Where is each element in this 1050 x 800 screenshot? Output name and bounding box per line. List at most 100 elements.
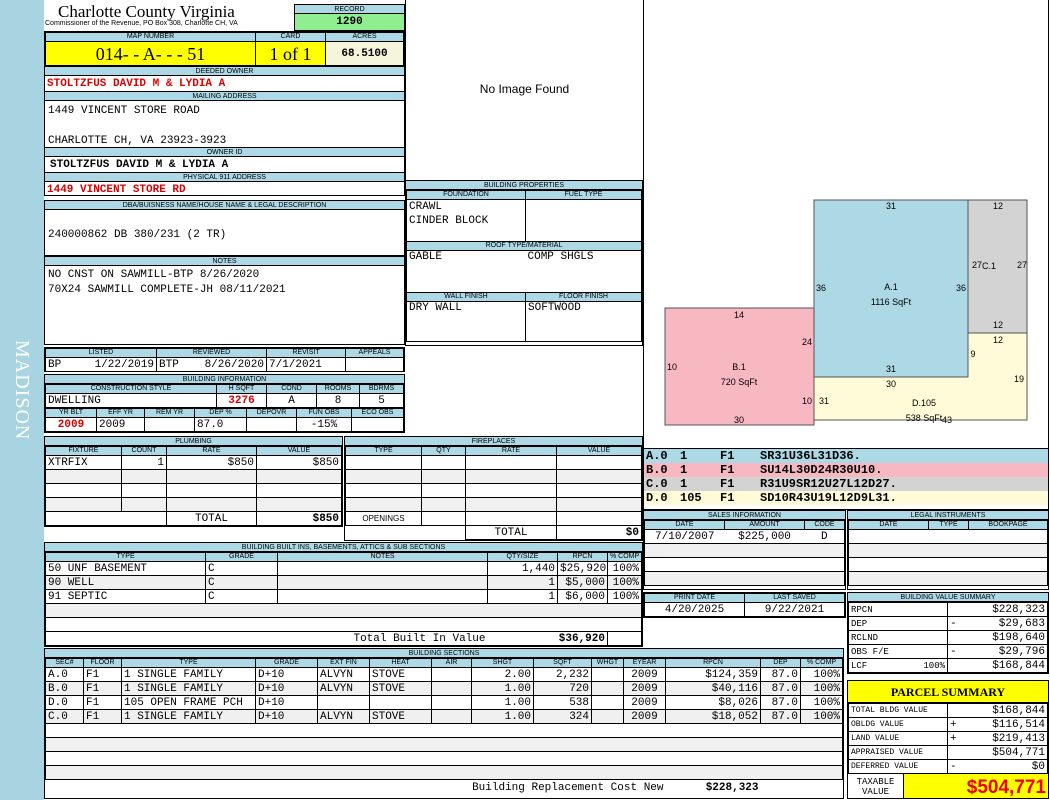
notes-label: NOTES — [45, 257, 404, 266]
section-cell: F1 — [83, 709, 122, 724]
owner-box: DEEDED OWNER STOLTZFUS DAVID M & LYDIA A… — [44, 66, 405, 196]
section-cell: D+10 — [255, 695, 318, 710]
parcel-summary: PARCEL SUMMARY TOTAL BLDG VALUE $168,844 O… — [847, 680, 1049, 799]
wall-finish: DRY WALL — [406, 301, 526, 342]
county-title: Charlotte County Virginia — [58, 2, 235, 21]
bvs-row: RCLND $198,640 — [848, 630, 1048, 645]
parcel-row: TOTAL BLDG VALUE $168,844 — [848, 703, 1048, 718]
fireplace-total: $0 — [556, 525, 642, 540]
section-cell: A.0 — [45, 667, 84, 682]
sketch-codes: A.0 1 F1 SR31U36L31D36. B.0 1 F1 SU14L30D24R30U… — [643, 448, 1049, 510]
section-cell: 1 SINGLE FAMILY — [121, 667, 256, 682]
sketch-label: 36 — [956, 283, 966, 293]
col-header: VALUE — [256, 446, 342, 456]
note-line: NO CNST ON SAWMILL-BTP 8/26/2020 — [48, 269, 260, 281]
bvs-row: DEP - $29,683 — [848, 616, 1048, 631]
sketch-code-cell: 105 — [680, 491, 702, 505]
parcel-item-sign — [947, 703, 964, 718]
builtins-total-label: Total Built In Value — [45, 631, 488, 646]
sketch-label: D.105 — [912, 398, 936, 408]
col-header: BOOKPAGE — [968, 520, 1048, 530]
sales-box: SALES INFORMATION DATE AMOUNT CODE 7/10/20… — [643, 510, 846, 590]
section-cell: STOVE — [369, 667, 432, 682]
col-header: CONSTRUCTION STYLE — [45, 384, 217, 394]
section-cell — [431, 695, 472, 710]
section-cell: 105 OPEN FRAME PCH — [121, 695, 256, 710]
col-header: TYPE — [121, 658, 256, 668]
col-header: SHGT — [471, 658, 534, 668]
col-header: EFF YR — [96, 408, 145, 418]
section-cell — [431, 681, 472, 696]
deeded-owner-label: DEEDED OWNER — [45, 67, 404, 76]
table-row: D.0 F1 105 OPEN FRAME PCH D+10 1.00 538 2009 $8… — [45, 695, 843, 710]
district-label: MADISON — [11, 340, 33, 441]
roof-label: ROOF TYPE/MATERIAL — [406, 241, 642, 251]
col-header: RPCN — [557, 552, 608, 562]
foundation-value: CRAWL — [409, 201, 443, 213]
sketch-label: C.1 — [982, 261, 996, 271]
table-row — [45, 723, 843, 738]
foundation-value: CINDER BLOCK — [409, 215, 489, 227]
sketch-label: 9 — [970, 349, 975, 359]
col-header: ROOMS — [316, 384, 360, 394]
building-info-label: BUILDING INFORMATION — [45, 375, 404, 384]
bvs-item-label: LCF — [851, 660, 868, 671]
col-header: ECO OBS — [351, 408, 404, 418]
section-cell: 87.0 — [760, 667, 801, 682]
col-header: DEP — [760, 658, 801, 668]
sketch-code-cell: F1 — [720, 463, 735, 477]
sketch-label: 30 — [886, 379, 896, 389]
building-properties-label: BUILDING PROPERTIES — [406, 181, 642, 190]
section-cell: 1.00 — [471, 695, 534, 710]
col-header: EXT FIN — [317, 658, 370, 668]
section-cell: 100% — [800, 695, 843, 710]
building-sketch: A.1 1116 SqFt B.1 720 SqFt C.1 D.105 538 SqFt 3… — [664, 199, 1028, 426]
section-cell: 87.0 — [760, 681, 801, 696]
col-header: FUN OBS — [296, 408, 352, 418]
parcel-item-value: $168,844 — [963, 703, 1048, 718]
col-header: AIR — [431, 658, 472, 668]
sketch-code-cell: D.0 — [646, 491, 668, 505]
sketch-label: 31 — [886, 364, 896, 374]
floor-finish: SOFTWOOD — [525, 301, 642, 342]
county-subtitle: Commissioner of the Revenue, PO Box 308,… — [45, 20, 238, 27]
bvs-item-pct: 100% — [923, 660, 945, 671]
col-header: SQFT — [533, 658, 592, 668]
bvs-item-sign: - — [947, 616, 964, 631]
bvs-item-label: RPCN — [851, 604, 873, 615]
parcel-item-value: $0 — [963, 759, 1048, 774]
reviewed-date: 8/26/2020 — [204, 358, 264, 371]
col-header: GRADE — [205, 552, 278, 562]
col-header: GRADE — [255, 658, 318, 668]
parcel-item-sign: + — [947, 717, 964, 732]
sketch-code-row: A.0 1 F1 SR31U36L31D36. — [644, 449, 1048, 463]
parcel-item-sign: + — [947, 731, 964, 746]
table-row: 7/10/2007 $225,000 D — [644, 529, 845, 544]
plumbing-total-label: TOTAL — [166, 511, 257, 526]
parcel-row: APPRAISED VALUE $504,771 — [848, 745, 1048, 760]
sketch-label: 31 — [886, 201, 896, 211]
dba-box: DBA/BUISNESS NAME/HOUSE NAME & LEGAL DES… — [44, 200, 405, 256]
section-cell: 1.00 — [471, 709, 534, 724]
sketch-label: 27 — [1017, 260, 1027, 270]
parcel-item-label: DEFERRED VALUE — [848, 759, 948, 774]
plumbing-label: PLUMBING — [45, 437, 342, 446]
fuel-label: FUEL TYPE — [525, 190, 642, 200]
year-built: 2009 — [45, 417, 97, 432]
section-cell: D+10 — [255, 709, 318, 724]
section-cell: 87.0 — [760, 709, 801, 724]
parcel-row: LAND VALUE + $219,413 — [848, 731, 1048, 746]
sketch-code-cell: C.0 — [646, 477, 668, 491]
sketch-code-cell: SR31U36L31D36. — [760, 449, 861, 463]
fireplaces-box: FIREPLACES TYPE QTY RATE VALUE OPENINGS TOT… — [344, 436, 643, 541]
col-header: % COMP — [800, 658, 843, 668]
section-cell: $124,359 — [665, 667, 761, 682]
mailing-line-2: CHARLOTTE CH, VA 23923-3923 — [48, 135, 227, 147]
bvs-row: OBS F/E - $29,796 — [848, 644, 1048, 659]
section-cell: 2,232 — [533, 667, 592, 682]
parcel-item-label: APPRAISED VALUE — [848, 745, 948, 760]
sketch-code-cell: 1 — [680, 449, 688, 463]
sketch-area-b — [664, 307, 815, 426]
sections-total-label: Building Replacement Cost New — [472, 781, 664, 794]
parcel-item-sign: - — [947, 759, 964, 774]
